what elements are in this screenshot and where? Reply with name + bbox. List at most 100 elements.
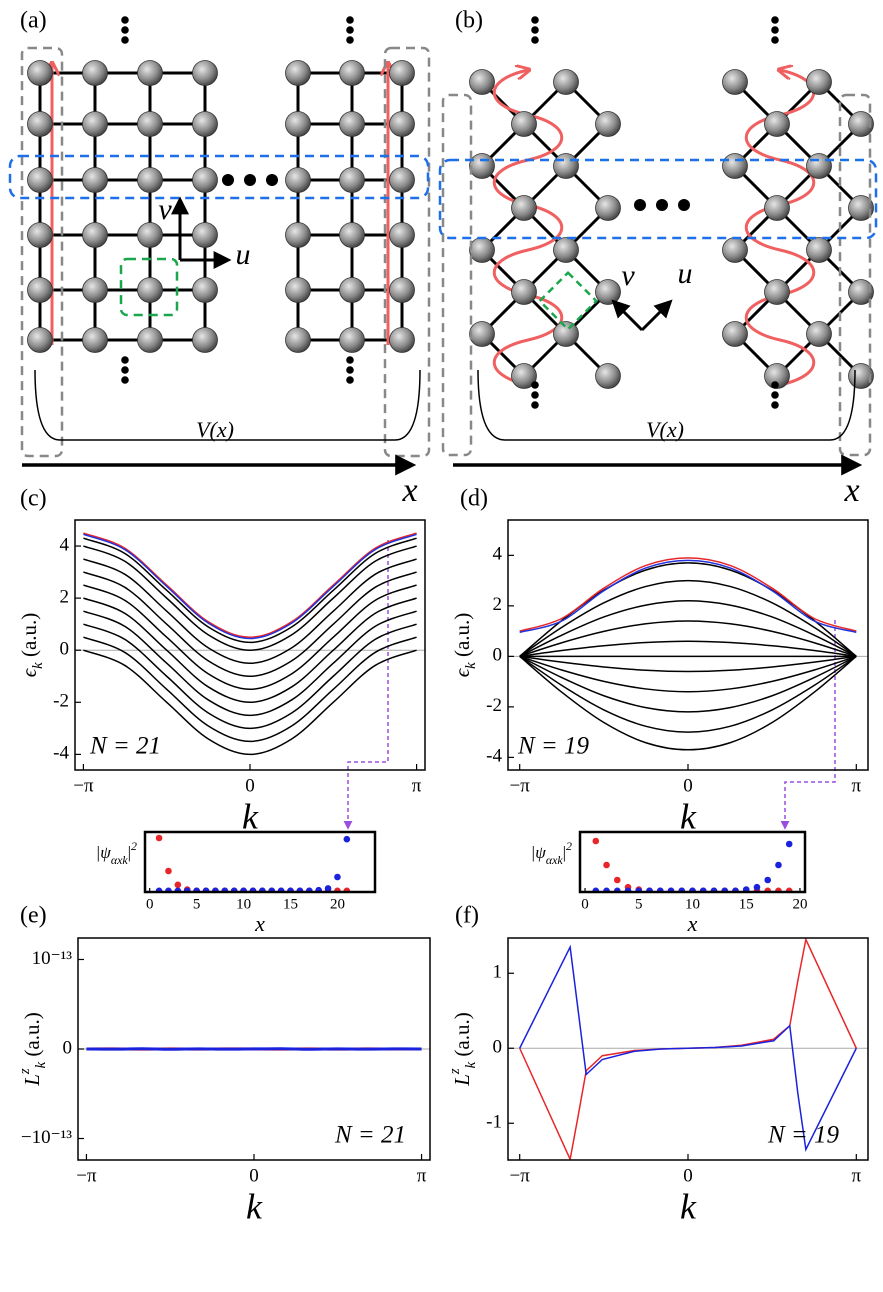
panel-label: (e): [20, 903, 47, 929]
atom: [553, 153, 579, 179]
x-tick-label: π: [417, 1165, 427, 1186]
y-tick-label: 0: [493, 645, 503, 666]
x-tick-label: π: [852, 1165, 862, 1186]
y-tick-label: -4: [53, 743, 69, 764]
plot-area: [519, 557, 857, 751]
y-label-part: 2: [131, 839, 137, 853]
ellipsis-dot: [346, 376, 354, 384]
panel-label: (c): [20, 486, 47, 512]
data-line: [519, 559, 857, 634]
y-tick-label: 10⁻¹³: [32, 948, 73, 969]
atom: [82, 111, 108, 137]
atom: [469, 69, 495, 95]
atom: [27, 222, 53, 248]
y-label-part: |ψ: [531, 843, 547, 862]
x-axis-label: k: [680, 796, 697, 836]
data-point: [603, 861, 610, 869]
data-point: [324, 885, 332, 892]
ellipsis-dot: [121, 16, 129, 24]
ellipsis-dot: [222, 174, 234, 186]
panel-label: (f): [455, 903, 479, 929]
ellipsis-dot: [678, 199, 690, 211]
ellipsis-dot: [121, 366, 129, 374]
data-line: [86, 1047, 422, 1051]
x-tick-label: −π: [76, 1165, 97, 1186]
x-tick-label: 0: [146, 896, 154, 912]
data-line: [519, 579, 857, 657]
atom: [848, 111, 874, 137]
atom: [764, 195, 790, 221]
y-label-part: k: [33, 1061, 49, 1068]
potential-curve: [477, 369, 856, 441]
row-box: [438, 158, 878, 240]
atom: [553, 69, 579, 95]
y-tick-label: -4: [486, 746, 502, 767]
atom: [27, 60, 53, 86]
ellipsis-dot: [121, 36, 129, 44]
x-axis-label: k: [246, 1186, 263, 1226]
x-tick-label: 15: [283, 896, 298, 912]
atom: [137, 111, 163, 137]
y-label-part: αxk: [111, 853, 129, 867]
vector-label: v: [158, 193, 172, 226]
plot-area: [155, 834, 351, 892]
y-label-part: ϵ: [450, 667, 474, 677]
axis-arrow: [611, 299, 644, 332]
ellipsis-dot: [346, 36, 354, 44]
red-trajectory: [493, 70, 563, 387]
axis-arrow: [640, 299, 673, 332]
y-label-part: L: [20, 1074, 44, 1087]
x-tick-label: −π: [73, 775, 94, 796]
atom: [553, 321, 579, 347]
y-tick-label: 1: [493, 962, 503, 983]
y-axis-label: Lzk (a.u.): [447, 1012, 479, 1087]
atom: [339, 111, 365, 137]
panel-label: (a): [20, 8, 47, 34]
data-line: [83, 623, 417, 730]
data-line: [519, 600, 857, 658]
connector: [780, 620, 836, 830]
ellipsis-dot: [244, 174, 256, 186]
ellipsis-dot: [531, 36, 539, 44]
data-point: [753, 883, 761, 891]
y-label-part: |: [563, 843, 566, 862]
chart: 0 5 10 15 20 x |ψαxk|2: [96, 830, 377, 936]
annotation: N = 19: [517, 733, 590, 760]
atom: [285, 222, 311, 248]
axis-label: x: [401, 472, 417, 509]
ellipsis-dot: [771, 26, 779, 34]
y-axis-label: Lzk (a.u.): [17, 1012, 49, 1087]
data-point: [592, 837, 600, 845]
ellipsis-dot: [121, 356, 129, 364]
atom: [137, 167, 163, 193]
y-label-part: |: [128, 843, 131, 862]
data-line: [83, 636, 417, 743]
data-line: [83, 584, 417, 691]
ellipsis-dot: [531, 391, 539, 399]
data-line: [83, 571, 417, 678]
data-line: [83, 537, 417, 644]
y-axis-label: ϵk (a.u.): [17, 613, 47, 678]
atom: [27, 327, 53, 353]
lattice-diagrams: [8, 16, 878, 476]
y-label-part: (a.u.): [450, 613, 474, 663]
y-tick-label: -2: [486, 695, 502, 716]
y-tick-label: 0: [63, 1037, 73, 1058]
data-line: [83, 649, 417, 756]
ellipsis-dot: [656, 199, 668, 211]
data-line: [519, 557, 857, 632]
atom: [764, 111, 790, 137]
data-line: [83, 597, 417, 704]
y-tick-label: 0: [493, 1037, 503, 1058]
x-tick-label: 0: [245, 775, 255, 796]
edge-box: [441, 93, 473, 457]
data-line: [519, 655, 857, 673]
atom: [764, 363, 790, 389]
atom: [806, 321, 832, 347]
atom: [82, 167, 108, 193]
x-tick-label: 0: [683, 1165, 693, 1186]
atom: [389, 111, 415, 137]
